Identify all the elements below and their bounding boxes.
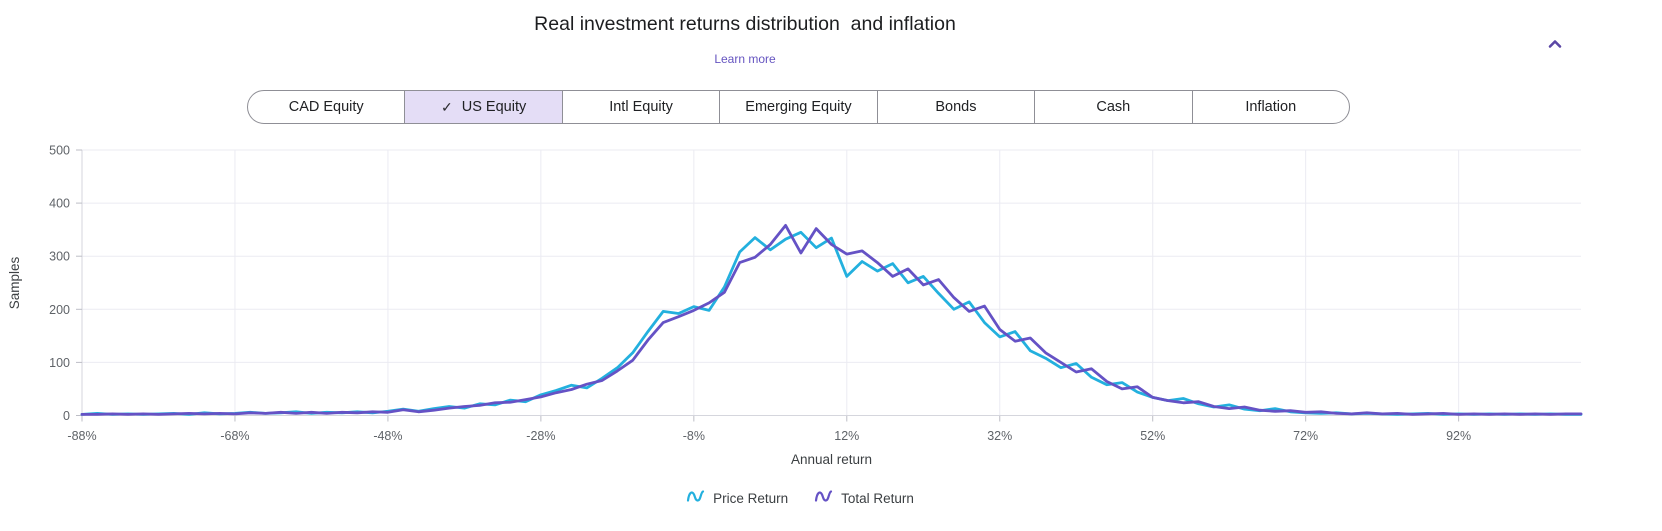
legend-label: Price Return — [713, 490, 789, 506]
svg-text:500: 500 — [49, 144, 70, 158]
learn-more-link[interactable]: Learn more — [714, 52, 776, 66]
tab-label: Emerging Equity — [745, 99, 852, 115]
svg-text:72%: 72% — [1293, 429, 1318, 443]
tab-label: Intl Equity — [609, 99, 673, 115]
svg-text:32%: 32% — [987, 429, 1012, 443]
legend-label: Total Return — [841, 490, 914, 506]
asset-class-tabs: CAD Equity ✓ US Equity Intl Equity Emerg… — [247, 90, 1350, 124]
svg-text:92%: 92% — [1446, 429, 1471, 443]
tab-label: CAD Equity — [288, 99, 364, 115]
svg-text:-28%: -28% — [526, 429, 555, 443]
svg-text:-48%: -48% — [373, 429, 402, 443]
svg-text:-8%: -8% — [683, 429, 705, 443]
tab-cash[interactable]: Cash — [1035, 91, 1193, 123]
tab-inflation[interactable]: Inflation — [1193, 91, 1349, 123]
svg-text:12%: 12% — [834, 429, 859, 443]
returns-chart: -88% -68% -48% -28% -8% 12% 32% 52% 72% 92% 0 100 20… — [49, 144, 1583, 443]
chart-legend: Price Return Total Return — [0, 488, 1600, 508]
learn-more-container: Learn more — [0, 52, 1490, 66]
page-title: Real investment returns distribution and… — [534, 13, 956, 35]
chevron-up-icon — [1547, 38, 1563, 53]
tab-label: Cash — [1096, 99, 1131, 115]
tab-bonds[interactable]: Bonds — [878, 91, 1036, 123]
svg-text:-68%: -68% — [220, 429, 249, 443]
wave-icon — [814, 488, 833, 508]
svg-text:200: 200 — [49, 303, 70, 317]
tab-cad-equity[interactable]: CAD Equity — [248, 91, 406, 123]
svg-text:100: 100 — [49, 356, 70, 370]
tab-label: US Equity — [461, 99, 527, 115]
legend-item-price-return[interactable]: Price Return — [686, 488, 788, 508]
wave-icon — [686, 488, 705, 508]
check-icon: ✓ — [441, 98, 453, 115]
tab-intl-equity[interactable]: Intl Equity — [563, 91, 721, 123]
svg-text:300: 300 — [49, 250, 70, 264]
svg-text:0: 0 — [63, 409, 70, 423]
svg-text:52%: 52% — [1140, 429, 1165, 443]
legend-item-total-return[interactable]: Total Return — [814, 488, 914, 508]
tab-label: Bonds — [935, 99, 977, 115]
tab-us-equity[interactable]: ✓ US Equity — [405, 91, 563, 123]
svg-text:400: 400 — [49, 197, 70, 211]
tab-label: Inflation — [1245, 99, 1297, 115]
tab-emerging-equity[interactable]: Emerging Equity — [720, 91, 878, 123]
svg-text:-88%: -88% — [67, 429, 96, 443]
collapse-button[interactable] — [1540, 32, 1570, 58]
x-axis-title: Annual return — [790, 452, 873, 467]
